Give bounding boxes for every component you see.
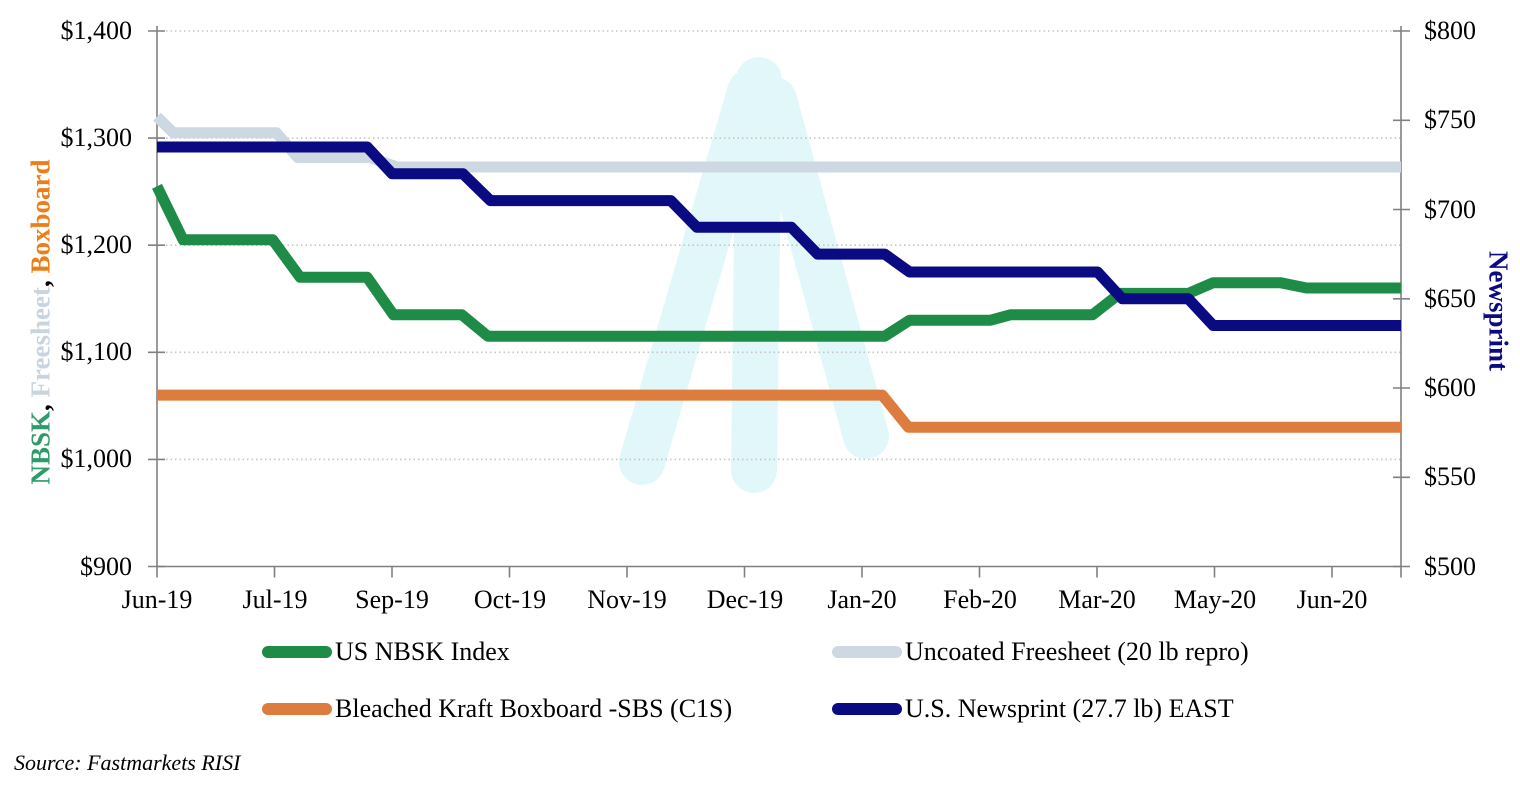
left-axis-tick-label: $1,100 bbox=[60, 337, 133, 366]
legend-swatch-nbsk bbox=[262, 646, 332, 658]
right-axis-title: Newsprint bbox=[1483, 251, 1514, 371]
source-text: Source: Fastmarkets RISI bbox=[14, 750, 241, 775]
legend-item-newsprint: U.S. Newsprint (27.7 lb) EAST bbox=[832, 694, 1234, 724]
right-axis-tick-label: $600 bbox=[1424, 373, 1476, 402]
right-axis-tick-label: $500 bbox=[1424, 552, 1476, 581]
x-axis-tick-label: Nov-19 bbox=[587, 585, 667, 614]
left-axis-title-boxboard: Boxboard bbox=[25, 159, 56, 274]
x-axis-tick-label: Oct-19 bbox=[473, 585, 547, 614]
legend-item-nbsk: US NBSK Index bbox=[262, 637, 510, 667]
left-axis-tick-label: $1,200 bbox=[60, 230, 133, 259]
x-axis-tick-label: Jan-20 bbox=[827, 585, 897, 614]
right-axis-tick-label: $800 bbox=[1424, 16, 1476, 45]
left-axis-tick-label: $1,400 bbox=[60, 16, 133, 45]
left-axis-title-nbsk: NBSK bbox=[25, 410, 56, 485]
x-axis-tick-label: Jun-19 bbox=[121, 585, 193, 614]
left-axis-title-freesheet: Freesheet bbox=[25, 287, 56, 398]
series-line-3 bbox=[157, 141, 1401, 331]
right-axis-tick-label: $650 bbox=[1424, 284, 1476, 313]
right-axis-tick-label: $550 bbox=[1424, 462, 1476, 491]
legend-item-boxboard: Bleached Kraft Boxboard -SBS (C1S) bbox=[262, 694, 732, 724]
legend-label-nbsk: US NBSK Index bbox=[335, 637, 510, 666]
x-axis-tick-label: Mar-20 bbox=[1058, 585, 1136, 614]
x-axis-tick-label: May-20 bbox=[1173, 585, 1257, 614]
legend-swatch-freesheet bbox=[832, 646, 902, 658]
left-axis-tick-label: $900 bbox=[80, 552, 132, 581]
x-axis-tick-label: Jul-19 bbox=[242, 585, 308, 614]
legend-label-freesheet: Uncoated Freesheet (20 lb repro) bbox=[905, 637, 1249, 666]
left-axis-title-separator: , bbox=[25, 397, 56, 411]
x-axis-tick-label: Dec-19 bbox=[706, 585, 784, 614]
legend-swatch-newsprint bbox=[832, 703, 902, 715]
legend-label-newsprint: U.S. Newsprint (27.7 lb) EAST bbox=[905, 694, 1234, 723]
series-line-2 bbox=[157, 389, 1401, 433]
right-axis-tick-label: $700 bbox=[1424, 195, 1476, 224]
series-line-0 bbox=[152, 183, 1401, 342]
legend-label-boxboard: Bleached Kraft Boxboard -SBS (C1S) bbox=[335, 694, 733, 723]
left-axis-tick-label: $1,000 bbox=[60, 444, 133, 473]
legend-swatch-boxboard bbox=[262, 703, 332, 715]
left-axis-title: NBSK, Freesheet, Boxboard bbox=[26, 159, 57, 484]
left-axis-title-separator: , bbox=[25, 273, 56, 288]
legend-item-freesheet: Uncoated Freesheet (20 lb repro) bbox=[832, 637, 1249, 667]
left-axis-tick-label: $1,300 bbox=[60, 123, 133, 152]
x-axis-tick-label: Sep-19 bbox=[355, 585, 429, 614]
right-axis-tick-label: $750 bbox=[1424, 105, 1476, 134]
series-line-1 bbox=[153, 112, 1401, 173]
axes bbox=[148, 26, 1410, 578]
x-axis-tick-label: Feb-20 bbox=[943, 585, 1017, 614]
x-axis-tick-label: Jun-20 bbox=[1296, 585, 1368, 614]
